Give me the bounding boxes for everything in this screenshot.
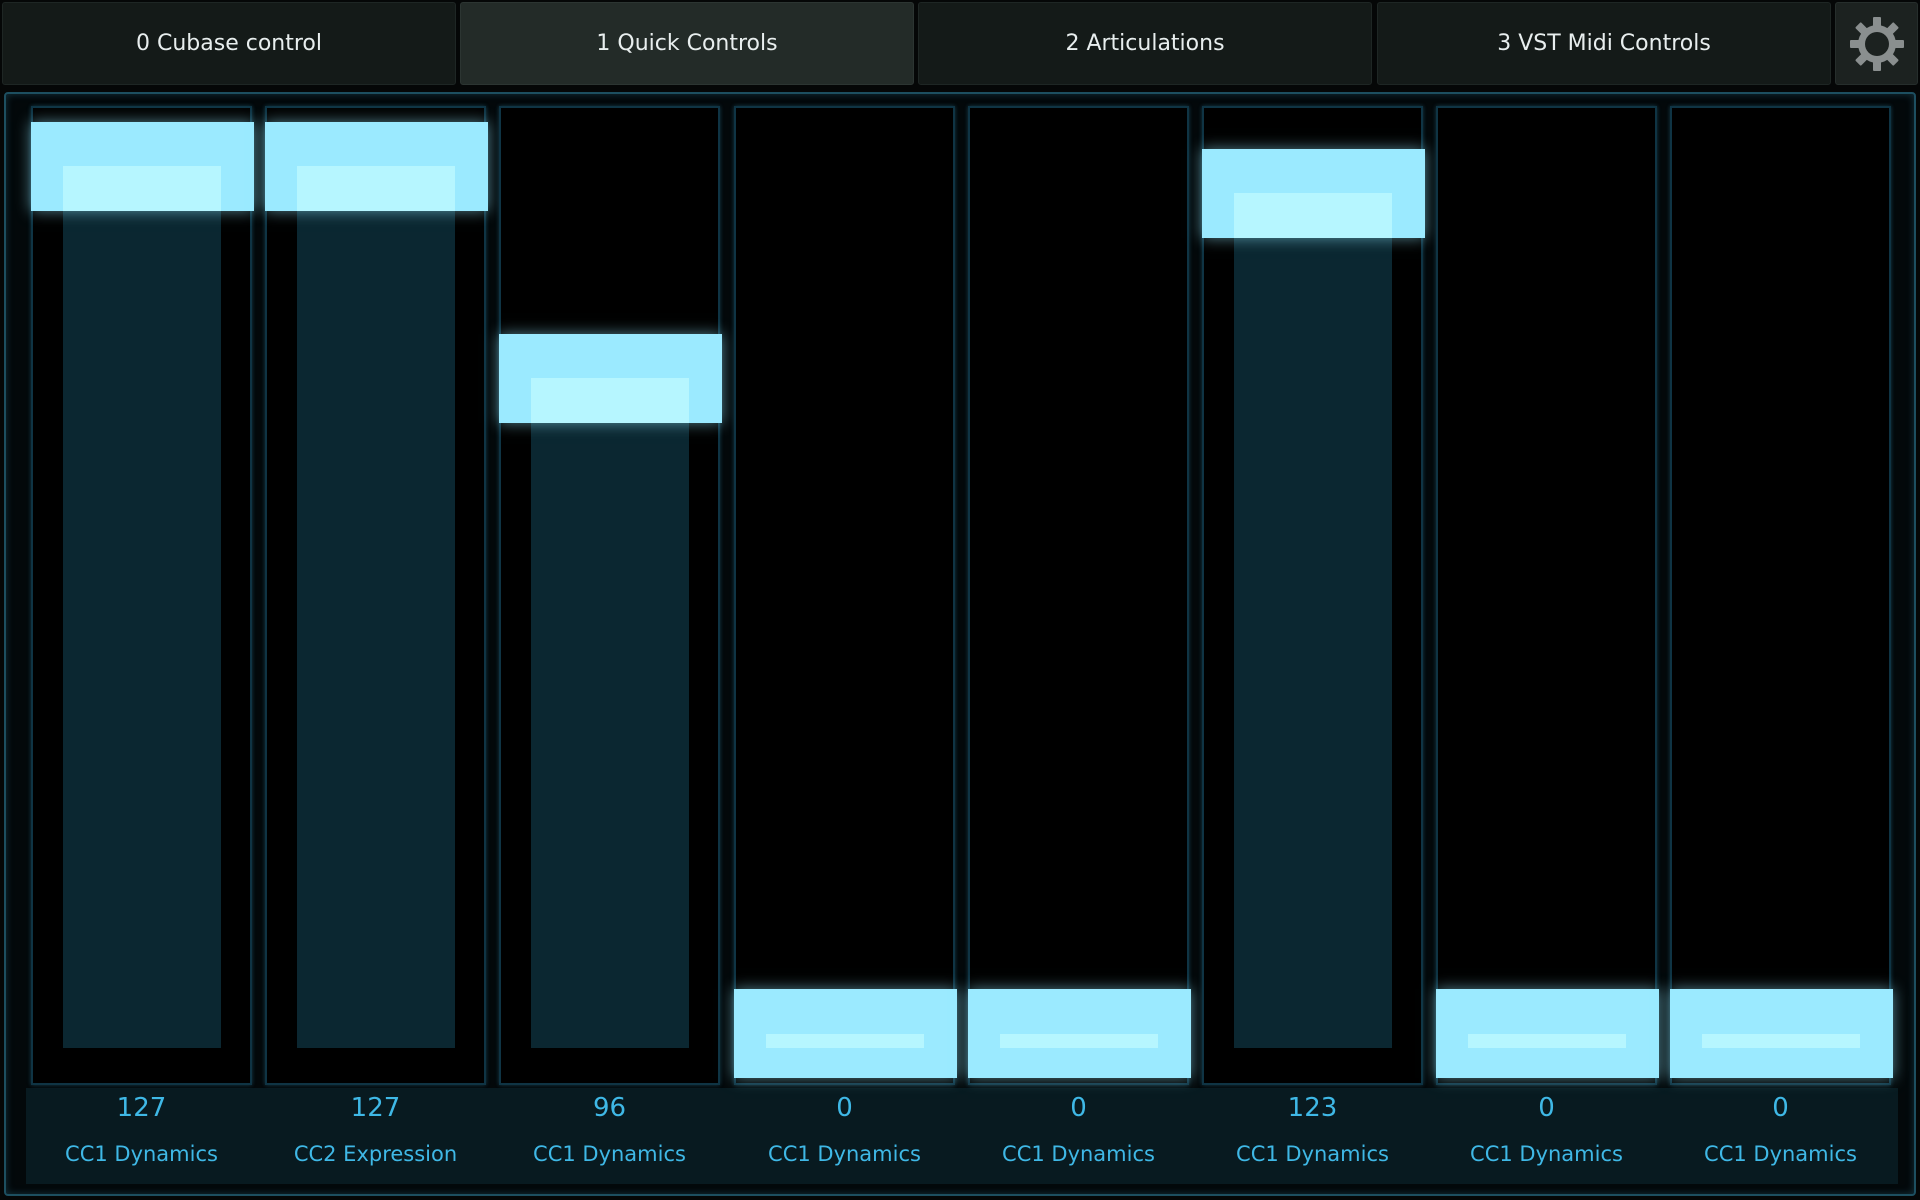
fader-8[interactable]: [1670, 106, 1893, 1085]
fader-value: 0: [1772, 1093, 1789, 1123]
fader-name: CC1 Dynamics: [1470, 1142, 1623, 1166]
fader-value: 0: [836, 1093, 853, 1123]
settings-button[interactable]: [1835, 2, 1918, 85]
tab-cubase-control[interactable]: 0 Cubase control: [2, 2, 456, 85]
fader-fill: [297, 168, 455, 1048]
fader-name: CC2 Expression: [293, 1142, 458, 1166]
fader-handle[interactable]: [1670, 989, 1893, 1078]
fader-3[interactable]: [499, 106, 722, 1085]
fader-name: CC1 Dynamics: [1704, 1142, 1857, 1166]
fader-label-strip: [26, 1088, 1898, 1184]
fader-2[interactable]: [265, 106, 488, 1085]
fader-handle[interactable]: [1436, 989, 1659, 1078]
fader-value: 127: [350, 1093, 401, 1123]
fader-handle-highlight: [1468, 1034, 1626, 1048]
fader-name: CC1 Dynamics: [65, 1142, 218, 1166]
fader-value: 96: [592, 1093, 627, 1123]
fader-value: 0: [1538, 1093, 1555, 1123]
fader-handle-highlight: [531, 377, 689, 423]
fader-value: 123: [1287, 1093, 1338, 1123]
fader-fill: [63, 168, 221, 1048]
fader-handle-highlight: [1702, 1034, 1860, 1048]
fader-name: CC1 Dynamics: [1236, 1142, 1389, 1166]
fader-value: 127: [116, 1093, 167, 1123]
tab-label: 3 VST Midi Controls: [1497, 31, 1711, 56]
fader-handle[interactable]: [968, 989, 1191, 1078]
tab-quick-controls[interactable]: 1 Quick Controls: [460, 2, 914, 85]
fader-1[interactable]: [31, 106, 254, 1085]
fader-handle[interactable]: [1202, 149, 1425, 239]
fader-handle[interactable]: [265, 122, 488, 211]
fader-4[interactable]: [734, 106, 957, 1085]
fader-handle-highlight: [297, 166, 455, 211]
fader-name: CC1 Dynamics: [1002, 1142, 1155, 1166]
tab-label: 1 Quick Controls: [596, 31, 778, 56]
fader-handle-highlight: [1234, 193, 1392, 239]
fader-handle[interactable]: [31, 122, 254, 211]
fader-6[interactable]: [1202, 106, 1425, 1085]
tab-articulations[interactable]: 2 Articulations: [918, 2, 1372, 85]
fader-name: CC1 Dynamics: [533, 1142, 686, 1166]
fader-handle-highlight: [63, 166, 221, 211]
fader-handle[interactable]: [499, 333, 722, 423]
fader-fill: [531, 379, 689, 1048]
tab-label: 0 Cubase control: [136, 31, 322, 56]
tab-vst-midi-controls[interactable]: 3 VST Midi Controls: [1377, 2, 1831, 85]
gear-icon: [1849, 16, 1904, 71]
fader-handle-highlight: [766, 1034, 924, 1048]
fader-7[interactable]: [1436, 106, 1659, 1085]
fader-handle[interactable]: [734, 989, 957, 1078]
tab-bar: 0 Cubase control 1 Quick Controls 2 Arti…: [0, 0, 1920, 88]
fader-fill: [1234, 195, 1392, 1048]
fader-value: 0: [1070, 1093, 1087, 1123]
fader-name: CC1 Dynamics: [768, 1142, 921, 1166]
tab-label: 2 Articulations: [1065, 31, 1225, 56]
fader-handle-highlight: [1000, 1034, 1158, 1048]
fader-5[interactable]: [968, 106, 1191, 1085]
